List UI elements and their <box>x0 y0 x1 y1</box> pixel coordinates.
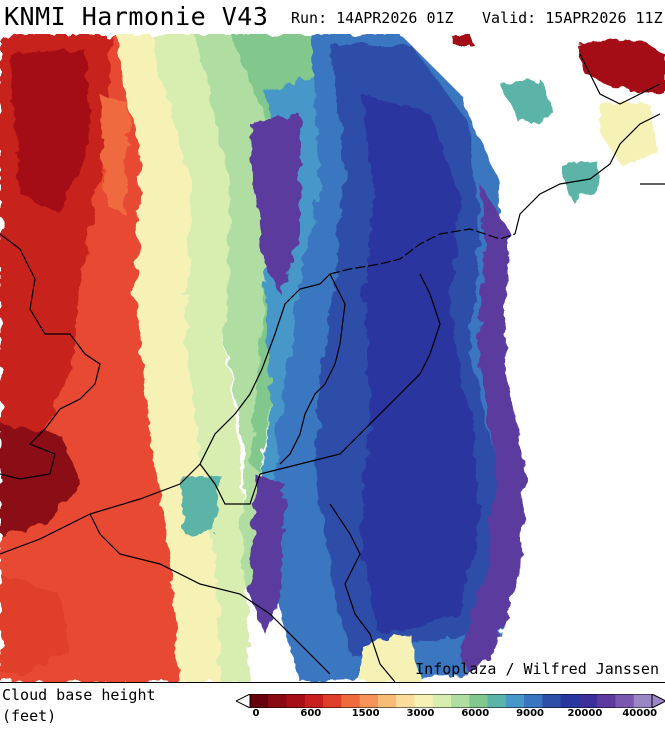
colorbar: 0 600 1500 3000 6000 9000 20000 40000 <box>236 692 665 732</box>
colorbar-swatch <box>377 694 397 708</box>
legend-units: (feet) <box>2 707 57 725</box>
netherlands-inland-border <box>259 273 441 475</box>
colorbar-swatch <box>505 694 525 708</box>
colorbar-swatch <box>414 694 434 708</box>
colorbar-arrow-high <box>651 694 665 708</box>
east-anglia-coast <box>0 233 101 480</box>
colorbar-swatch <box>396 694 415 708</box>
colorbar-swatch <box>359 694 379 708</box>
colorbar-swatch <box>469 694 489 708</box>
ijsselmeer-west-shore <box>279 273 346 465</box>
credit-label: Infoplaza / Wilfred Janssen <box>415 660 659 678</box>
legend-title-line1: Cloud base height <box>2 686 156 704</box>
colorbar-swatch <box>341 694 361 708</box>
colorbar-swatch <box>323 694 342 708</box>
colorbar-swatch <box>597 694 616 708</box>
run-time: Run: 14APR2026 01Z <box>291 9 454 27</box>
colorbar-tick-label: 6000 <box>461 708 490 719</box>
belgium-france-border <box>89 513 331 675</box>
colorbar-swatch <box>250 694 269 708</box>
colorbar-swatch <box>286 694 306 708</box>
colorbar-tick-label: 1500 <box>351 708 380 719</box>
colorbar-tick-label: 600 <box>300 708 322 719</box>
colorbar-swatch <box>268 694 288 708</box>
cloud-base-field <box>0 34 665 682</box>
colorbar-swatch <box>304 694 324 708</box>
valid-time: Valid: 15APR2026 11Z <box>482 9 663 27</box>
chart-title: KNMI Harmonie V43 <box>4 2 269 31</box>
norway-coast <box>579 53 661 105</box>
colorbar-swatch <box>633 694 653 708</box>
header: KNMI Harmonie V43 Run: 14APR2026 01Z Val… <box>0 0 665 34</box>
danish-coast <box>514 113 661 235</box>
colorbar-swatch <box>615 694 635 708</box>
southern-north-sea-coast <box>0 273 331 555</box>
forecast-map[interactable]: Infoplaza / Wilfred Janssen <box>0 34 665 683</box>
colorbar-swatch <box>432 694 452 708</box>
colorbar-tick-label: 3000 <box>406 708 435 719</box>
wadden-islands-line <box>329 228 516 275</box>
colorbar-tick-label: 0 <box>252 708 260 719</box>
colorbar-swatch <box>451 694 470 708</box>
coastlines-and-borders <box>0 53 665 682</box>
colorbar-tick-label: 20000 <box>567 708 603 719</box>
colorbar-swatch <box>578 694 598 708</box>
colorbar-swatches <box>236 694 665 708</box>
netherlands-germany-border <box>329 503 396 682</box>
colorbar-tick-label: 9000 <box>516 708 544 719</box>
colorbar-swatch <box>487 694 507 708</box>
map-canvas <box>0 34 665 682</box>
legend: Cloud base height (feet) 0 600 1500 3000 600… <box>0 683 665 735</box>
colorbar-arrow-low <box>236 694 251 708</box>
delta-coast <box>199 463 261 505</box>
colorbar-swatch <box>560 694 580 708</box>
colorbar-swatch <box>524 694 543 708</box>
colorbar-swatch <box>542 694 562 708</box>
colorbar-tick-label: 40000 <box>622 708 658 719</box>
legend-title: Cloud base height (feet) <box>2 685 156 727</box>
colorbar-outline <box>249 694 653 708</box>
